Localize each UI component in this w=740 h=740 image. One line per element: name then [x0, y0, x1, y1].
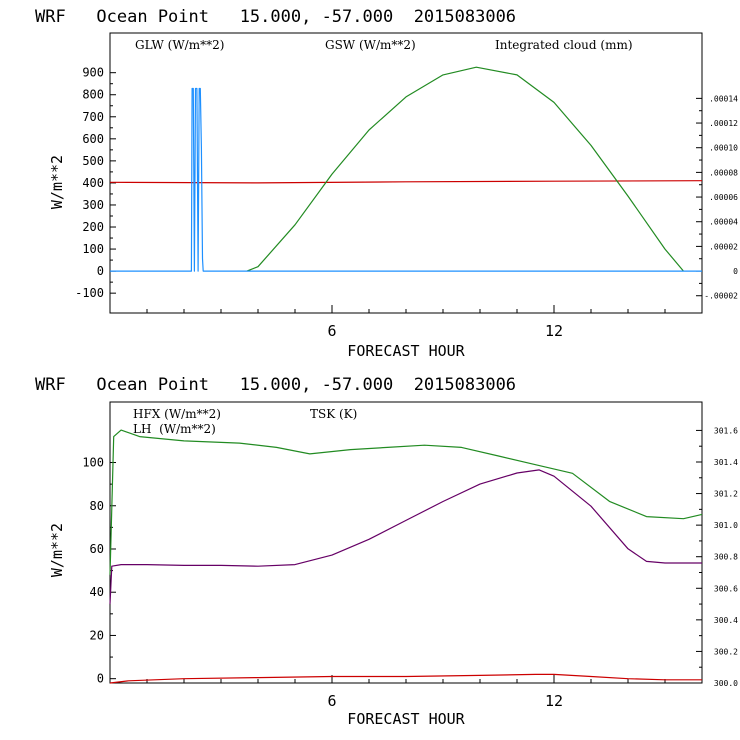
y-tick-label: 600: [82, 132, 104, 146]
legend-entry-tsk: TSK (K): [310, 407, 357, 421]
y-tick-label: 100: [82, 242, 104, 256]
series-line-tsk: [109, 469, 702, 605]
y-ticks: 0 20 40 60 80 100: [82, 456, 116, 686]
y-axis-label: W/m**2: [48, 523, 66, 577]
right-tick-label: 301.6: [714, 426, 738, 435]
plot-frame: [109, 401, 703, 684]
chart-title: WRF Ocean Point 15.000, -57.000 20150830…: [35, 375, 516, 395]
y-tick-label: 60: [90, 542, 104, 556]
series-line-hfx: [109, 673, 702, 684]
legend-entry-lh: LH (W/m**2): [133, 422, 216, 436]
x-axis-label: FORECAST HOUR: [347, 710, 465, 728]
y-tick-label: 80: [90, 499, 104, 513]
y-tick-label: 200: [82, 220, 104, 234]
chart-radiation: WRF Ocean Point 15.000, -57.000 20150830…: [35, 7, 738, 360]
x-tick-label: 6: [327, 322, 336, 340]
y-tick-label: 300: [82, 198, 104, 212]
series-line-integrated: [110, 87, 702, 272]
x-tick-label: 12: [545, 692, 563, 710]
y-tick-label: 100: [82, 456, 104, 470]
chart-title: WRF Ocean Point 15.000, -57.000 20150830…: [35, 7, 516, 27]
legend-entry-glw: GLW (W/m**2): [135, 38, 224, 52]
right-tick-label: .00004: [709, 218, 738, 227]
x-tick-label: 6: [327, 692, 336, 710]
right-tick-label: .00010: [709, 144, 738, 153]
legend-entry-cloud: Integrated cloud (mm): [495, 38, 633, 52]
right-tick-label: 301.2: [714, 490, 738, 499]
right-tick-label: 300.4: [714, 616, 738, 625]
y-tick-label: 800: [82, 88, 104, 102]
series-line-glw: [109, 180, 703, 184]
y-tick-label: 40: [90, 585, 104, 599]
right-tick-label: 301.4: [714, 458, 738, 467]
y-tick-label: 400: [82, 176, 104, 190]
x-tick-label: 12: [545, 322, 563, 340]
right-tick-label: 301.0: [714, 521, 738, 530]
right-tick-label: 0: [733, 267, 738, 276]
right-tick-label: 300.0: [714, 679, 738, 688]
right-tick-label: .00008: [709, 168, 738, 177]
legend-entry-hfx: HFX (W/m**2): [133, 407, 221, 421]
x-axis-label: FORECAST HOUR: [347, 342, 465, 360]
data-series: [109, 429, 703, 684]
right-tick-label: .00002: [709, 242, 738, 251]
y-tick-label: 0: [97, 672, 104, 686]
right-tick-label: 300.8: [714, 553, 738, 562]
y-tick-label: 0: [97, 264, 104, 278]
y-tick-label: 700: [82, 110, 104, 124]
right-tick-label: -.00002: [704, 292, 738, 301]
y-tick-label: 500: [82, 154, 104, 168]
right-tick-label: 300.2: [714, 647, 738, 656]
right-axis-ticks: -.00002 0 .00002 .00004 .00006 .00008 .00010 .0…: [696, 94, 738, 301]
series-line-lh: [109, 429, 703, 575]
legend-entry-gsw: GSW (W/m**2): [325, 38, 416, 52]
chart-heat-flux: WRF Ocean Point 15.000, -57.000 20150830…: [35, 375, 738, 728]
right-tick-label: .00014: [709, 94, 738, 103]
y-tick-label: -100: [75, 286, 104, 300]
right-axis-ticks: 300.0 300.2 300.4 300.6 300.8 301.0 301.2 301.4…: [696, 426, 738, 688]
right-tick-label: 300.6: [714, 584, 738, 593]
series-line-gsw: [246, 66, 684, 272]
x-ticks: 6 12: [146, 305, 666, 340]
right-tick-label: .00006: [709, 193, 738, 202]
y-ticks: -100 0 100 200 300 400 500 600 700 800 900: [75, 66, 116, 300]
y-axis-label: W/m**2: [48, 155, 66, 209]
data-series: [109, 66, 703, 272]
right-tick-label: .00012: [709, 119, 738, 128]
y-tick-label: 900: [82, 66, 104, 80]
y-tick-label: 20: [90, 628, 104, 642]
x-ticks: 6 12: [146, 675, 666, 710]
